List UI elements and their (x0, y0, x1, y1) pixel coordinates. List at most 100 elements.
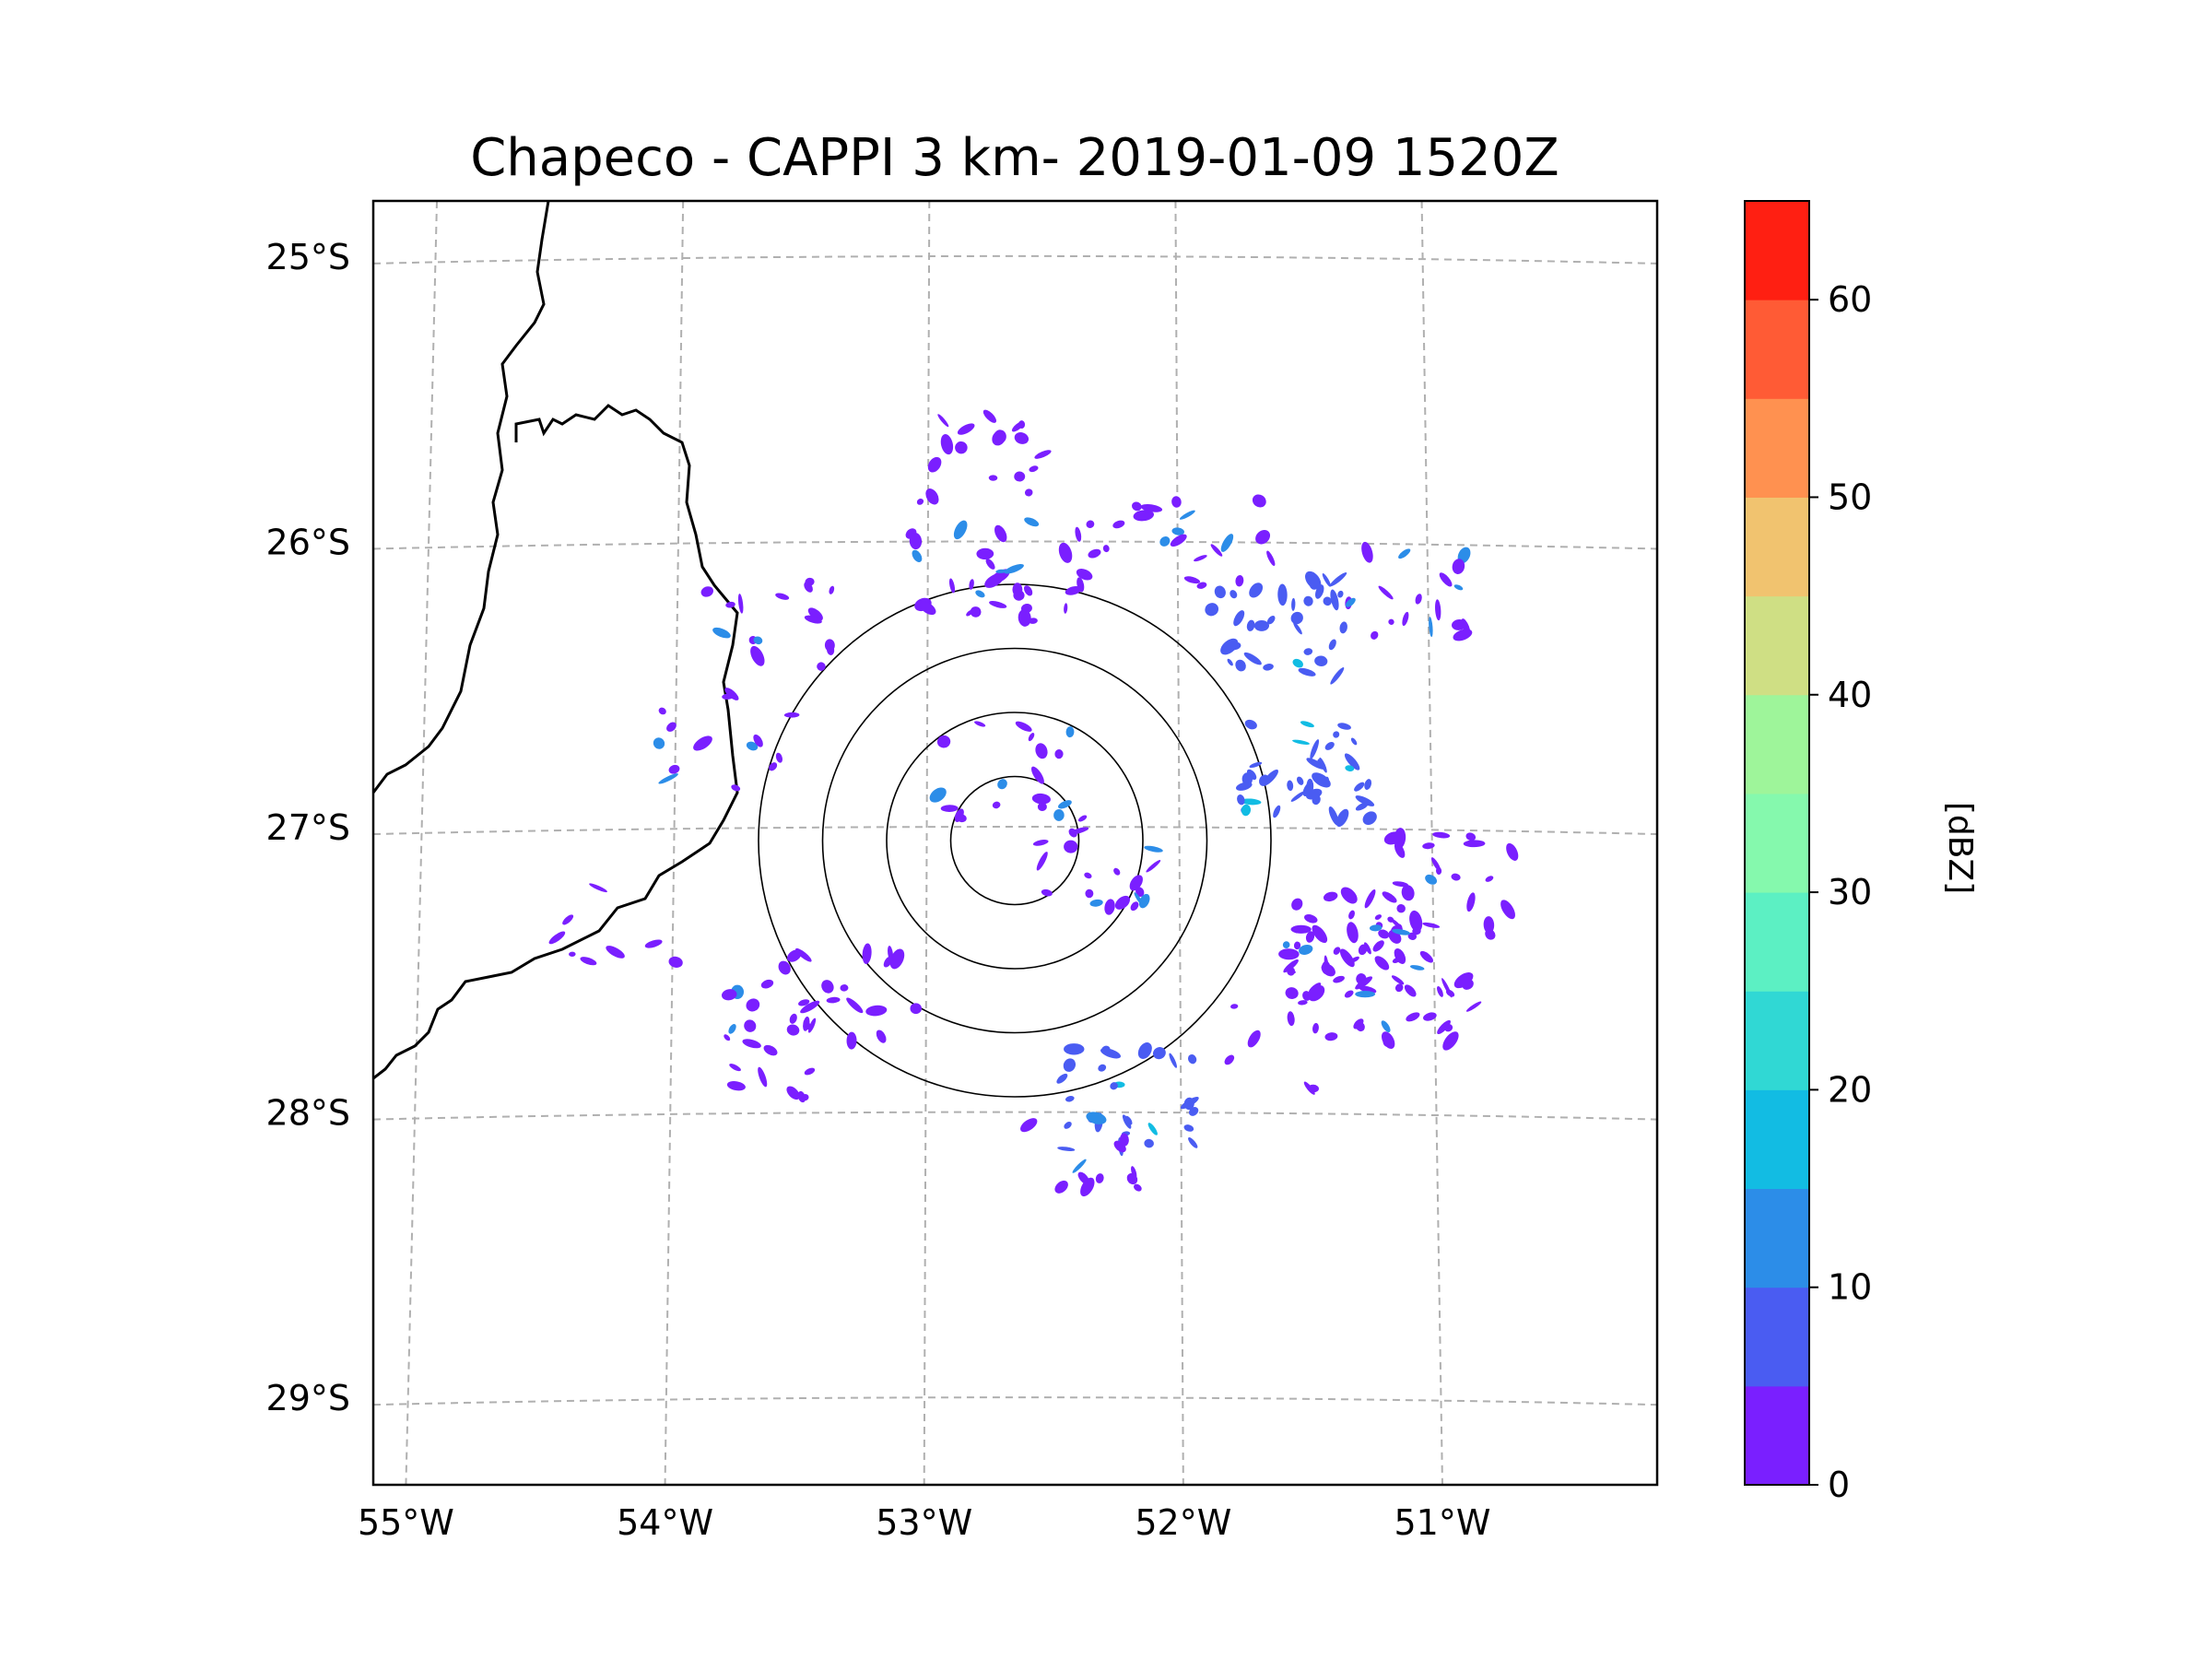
echo-cell (1390, 918, 1403, 930)
echo-cell (1374, 956, 1390, 971)
echo-cell (769, 762, 778, 771)
echo-cell (1077, 577, 1085, 593)
echo-cell (1188, 1137, 1198, 1148)
echo-cell (1485, 876, 1494, 882)
echo-cell (700, 586, 713, 597)
echo-cell (1032, 840, 1049, 846)
parallel-line (373, 1111, 1657, 1121)
echo-cell (1312, 924, 1328, 944)
echo-cell (1205, 603, 1219, 617)
echo-cell (1303, 595, 1313, 606)
echo-cell (957, 423, 975, 435)
echo-cell (1333, 731, 1340, 738)
echo-cell (1076, 569, 1093, 581)
echo-cell (666, 722, 677, 732)
echo-cell (1306, 758, 1325, 770)
echo-cell (865, 1005, 888, 1017)
echo-cell (1065, 585, 1082, 595)
echo-cell (1353, 1018, 1364, 1030)
colorbar-segment (1745, 595, 1809, 696)
echo-cell (954, 808, 964, 823)
echo-cell (909, 533, 923, 550)
echo-cell (1072, 1159, 1087, 1173)
echo-cell (1020, 1118, 1038, 1133)
range-ring (886, 712, 1144, 970)
echo-cell (1323, 596, 1332, 606)
echo-cell (1183, 1124, 1194, 1132)
echo-cell (940, 434, 954, 455)
echo-cell (1358, 944, 1368, 956)
echo-cell (1387, 916, 1394, 923)
echo-cell (1130, 901, 1139, 912)
echo-cell (1057, 1147, 1076, 1151)
echo-cell (1134, 1183, 1142, 1192)
echo-cell (1054, 749, 1064, 759)
echo-cell (1065, 726, 1075, 738)
echo-cell (1004, 563, 1024, 574)
echo-cell (1378, 929, 1390, 939)
echo-cell (1425, 874, 1438, 885)
echo-cell (1024, 517, 1040, 527)
echo-cell (1293, 621, 1302, 635)
echo-cell (1012, 582, 1023, 596)
echo-cell (1307, 1084, 1319, 1093)
echo-cell (1100, 1048, 1122, 1059)
echo-cell (1255, 530, 1271, 545)
echo-cell (1392, 881, 1408, 888)
echo-cell (1292, 739, 1310, 745)
echo-cell (919, 601, 936, 616)
echo-cell (1189, 1107, 1199, 1116)
echo-cell (975, 590, 985, 598)
echo-cell (1312, 772, 1331, 788)
colorbar-tick-label: 30 (1828, 872, 1872, 912)
echo-cell (1171, 527, 1184, 535)
echo-cell (1035, 743, 1048, 759)
echo-cell (1330, 589, 1339, 611)
echo-cell (658, 707, 666, 715)
echo-cell (1283, 959, 1299, 973)
echo-cell (955, 441, 968, 454)
echo-cell (731, 784, 741, 792)
range-ring (758, 583, 1272, 1098)
echo-cell (1335, 808, 1349, 828)
echo-cell (1364, 779, 1372, 790)
echo-cell (1432, 831, 1451, 839)
echo-cell (1056, 1073, 1068, 1084)
echo-cell (1015, 721, 1032, 732)
echo-cell (1422, 842, 1435, 850)
echo-cell (1075, 526, 1082, 542)
echo-cell (1293, 941, 1301, 950)
echo-cell (1372, 940, 1384, 952)
echo-cell (1296, 776, 1304, 785)
latitude-tick-label: 28°S (266, 1093, 350, 1134)
echo-cell (970, 606, 982, 618)
echo-cell (1246, 619, 1255, 631)
echo-cell (807, 1018, 817, 1033)
echo-cell (1337, 723, 1351, 730)
echo-cell (1278, 948, 1300, 960)
echo-cell (1453, 584, 1464, 591)
echo-cell (1299, 944, 1313, 955)
echo-cell (725, 601, 735, 608)
echo-cell (1137, 1042, 1152, 1059)
range-ring (949, 775, 1080, 906)
echo-cell (984, 572, 1005, 588)
echo-cell (1277, 583, 1288, 606)
colorbar-segment (1745, 991, 1809, 1090)
echo-cell (1104, 899, 1115, 915)
echo-cell (1210, 544, 1223, 557)
colorbar-segment (1745, 694, 1809, 794)
echo-cell (936, 735, 951, 748)
map-frame (371, 199, 1659, 1487)
echo-cell (1398, 548, 1411, 559)
echo-cell (653, 737, 665, 749)
echo-cell (1102, 545, 1110, 553)
echo-cell (1300, 721, 1314, 728)
colorbar-tick-label: 0 (1828, 1465, 1850, 1505)
echo-cell (724, 688, 739, 700)
echo-cell (1224, 1054, 1235, 1065)
echo-cell (953, 520, 968, 540)
echo-cell (1322, 572, 1331, 587)
colorbar-tick-label: 60 (1828, 279, 1872, 320)
